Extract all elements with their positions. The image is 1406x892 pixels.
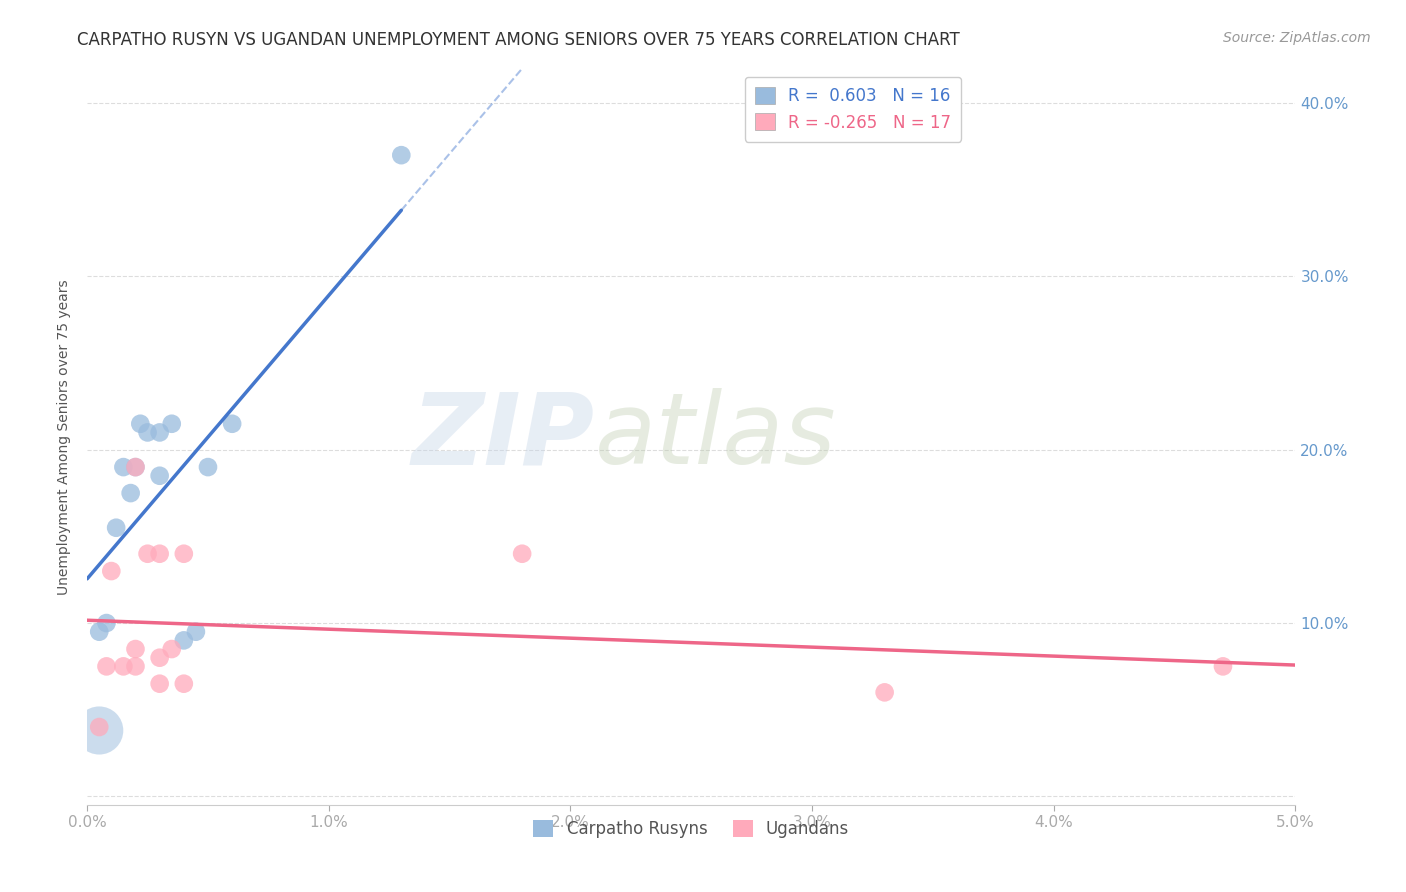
- Point: [129, 417, 152, 431]
- Point: [160, 642, 183, 657]
- Text: CARPATHO RUSYN VS UGANDAN UNEMPLOYMENT AMONG SENIORS OVER 75 YEARS CORRELATION C: CARPATHO RUSYN VS UGANDAN UNEMPLOYMENT A…: [77, 31, 960, 49]
- Point: [89, 723, 111, 738]
- Point: [96, 659, 118, 673]
- Text: ZIP: ZIP: [412, 388, 595, 485]
- Point: [136, 425, 159, 440]
- Point: [149, 547, 172, 561]
- Point: [120, 486, 142, 500]
- Point: [136, 547, 159, 561]
- Point: [184, 624, 207, 639]
- Point: [89, 720, 111, 734]
- Point: [149, 425, 172, 440]
- Point: [510, 547, 533, 561]
- Point: [389, 148, 412, 162]
- Point: [173, 547, 195, 561]
- Point: [173, 676, 195, 690]
- Text: atlas: atlas: [595, 388, 837, 485]
- Point: [149, 676, 172, 690]
- Legend: Carpatho Rusyns, Ugandans: Carpatho Rusyns, Ugandans: [527, 813, 856, 845]
- Point: [124, 642, 146, 657]
- Point: [100, 564, 122, 578]
- Point: [112, 659, 135, 673]
- Point: [96, 615, 118, 630]
- Point: [873, 685, 896, 699]
- Point: [124, 460, 146, 475]
- Y-axis label: Unemployment Among Seniors over 75 years: Unemployment Among Seniors over 75 years: [58, 279, 72, 595]
- Point: [1212, 659, 1234, 673]
- Point: [197, 460, 219, 475]
- Point: [105, 521, 128, 535]
- Point: [112, 460, 135, 475]
- Point: [149, 468, 172, 483]
- Point: [160, 417, 183, 431]
- Point: [221, 417, 243, 431]
- Text: Source: ZipAtlas.com: Source: ZipAtlas.com: [1223, 31, 1371, 45]
- Point: [149, 650, 172, 665]
- Point: [89, 624, 111, 639]
- Point: [173, 633, 195, 648]
- Point: [124, 659, 146, 673]
- Point: [124, 460, 146, 475]
